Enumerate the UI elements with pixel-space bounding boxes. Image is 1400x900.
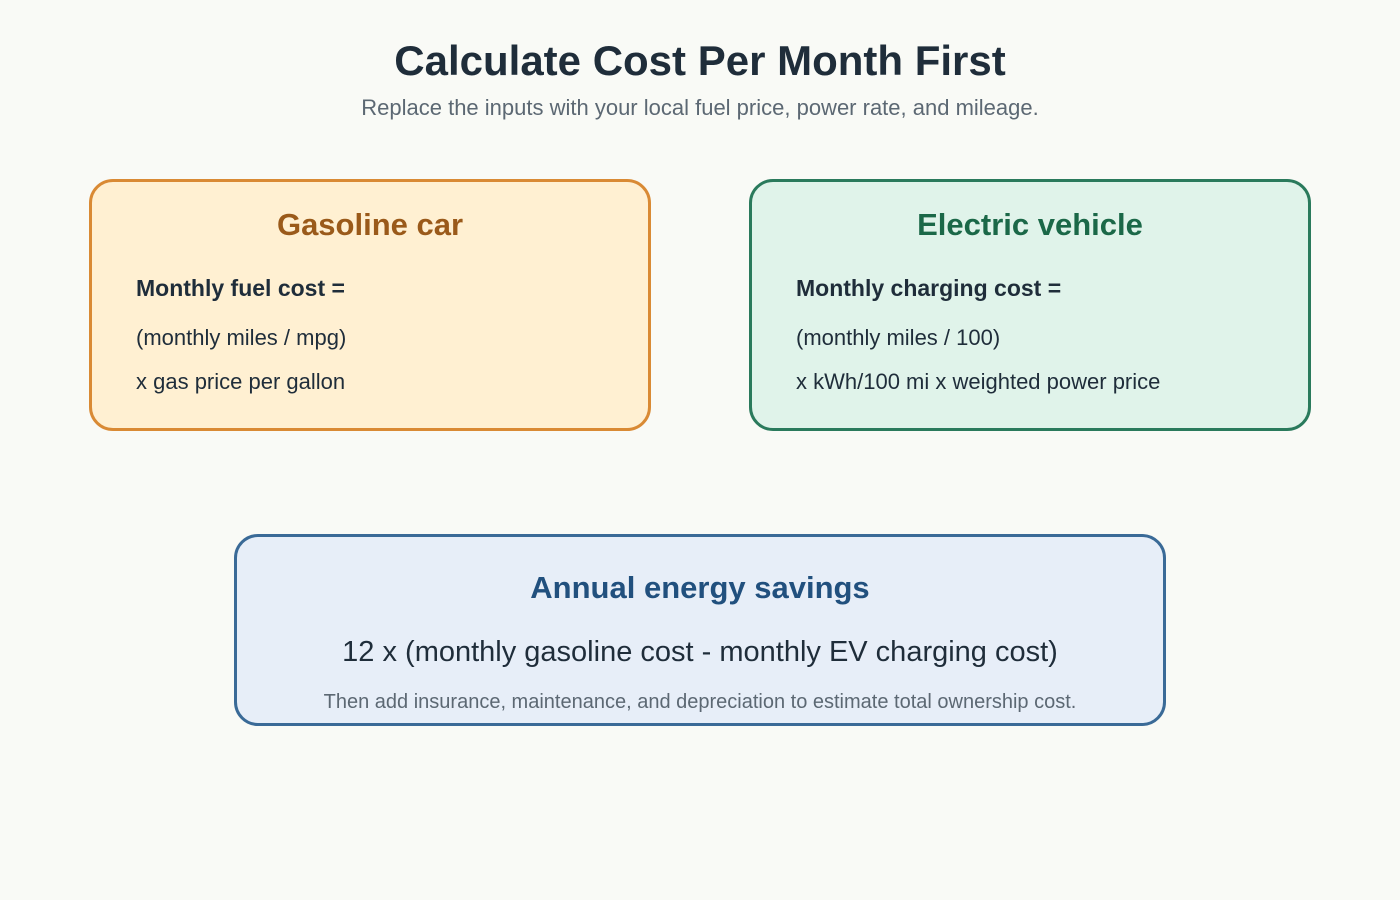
annual-savings-card: Annual energy savings 12 x (monthly gaso…	[234, 534, 1166, 726]
electric-formula-line-2: x kWh/100 mi x weighted power price	[796, 369, 1161, 394]
page-subtitle: Replace the inputs with your local fuel …	[361, 95, 1039, 120]
savings-card-heading: Annual energy savings	[530, 570, 870, 605]
savings-formula: 12 x (monthly gasoline cost - monthly EV…	[342, 636, 1058, 668]
savings-note: Then add insurance, maintenance, and dep…	[323, 691, 1077, 713]
gasoline-formula-line-2: x gas price per gallon	[136, 369, 346, 394]
gasoline-car-card: Gasoline car Monthly fuel cost = (monthl…	[89, 179, 651, 431]
gasoline-card-heading: Gasoline car	[276, 207, 464, 242]
page-title: Calculate Cost Per Month First	[394, 37, 1006, 84]
electric-formula-line-1: (monthly miles / 100)	[796, 325, 1001, 350]
electric-card-heading: Electric vehicle	[917, 207, 1143, 242]
gasoline-formula-line-1: (monthly miles / mpg)	[136, 325, 347, 350]
gasoline-formula-label: Monthly fuel cost =	[136, 275, 345, 301]
electric-vehicle-card: Electric vehicle Monthly charging cost =…	[749, 179, 1311, 431]
electric-formula-label: Monthly charging cost =	[796, 275, 1062, 301]
